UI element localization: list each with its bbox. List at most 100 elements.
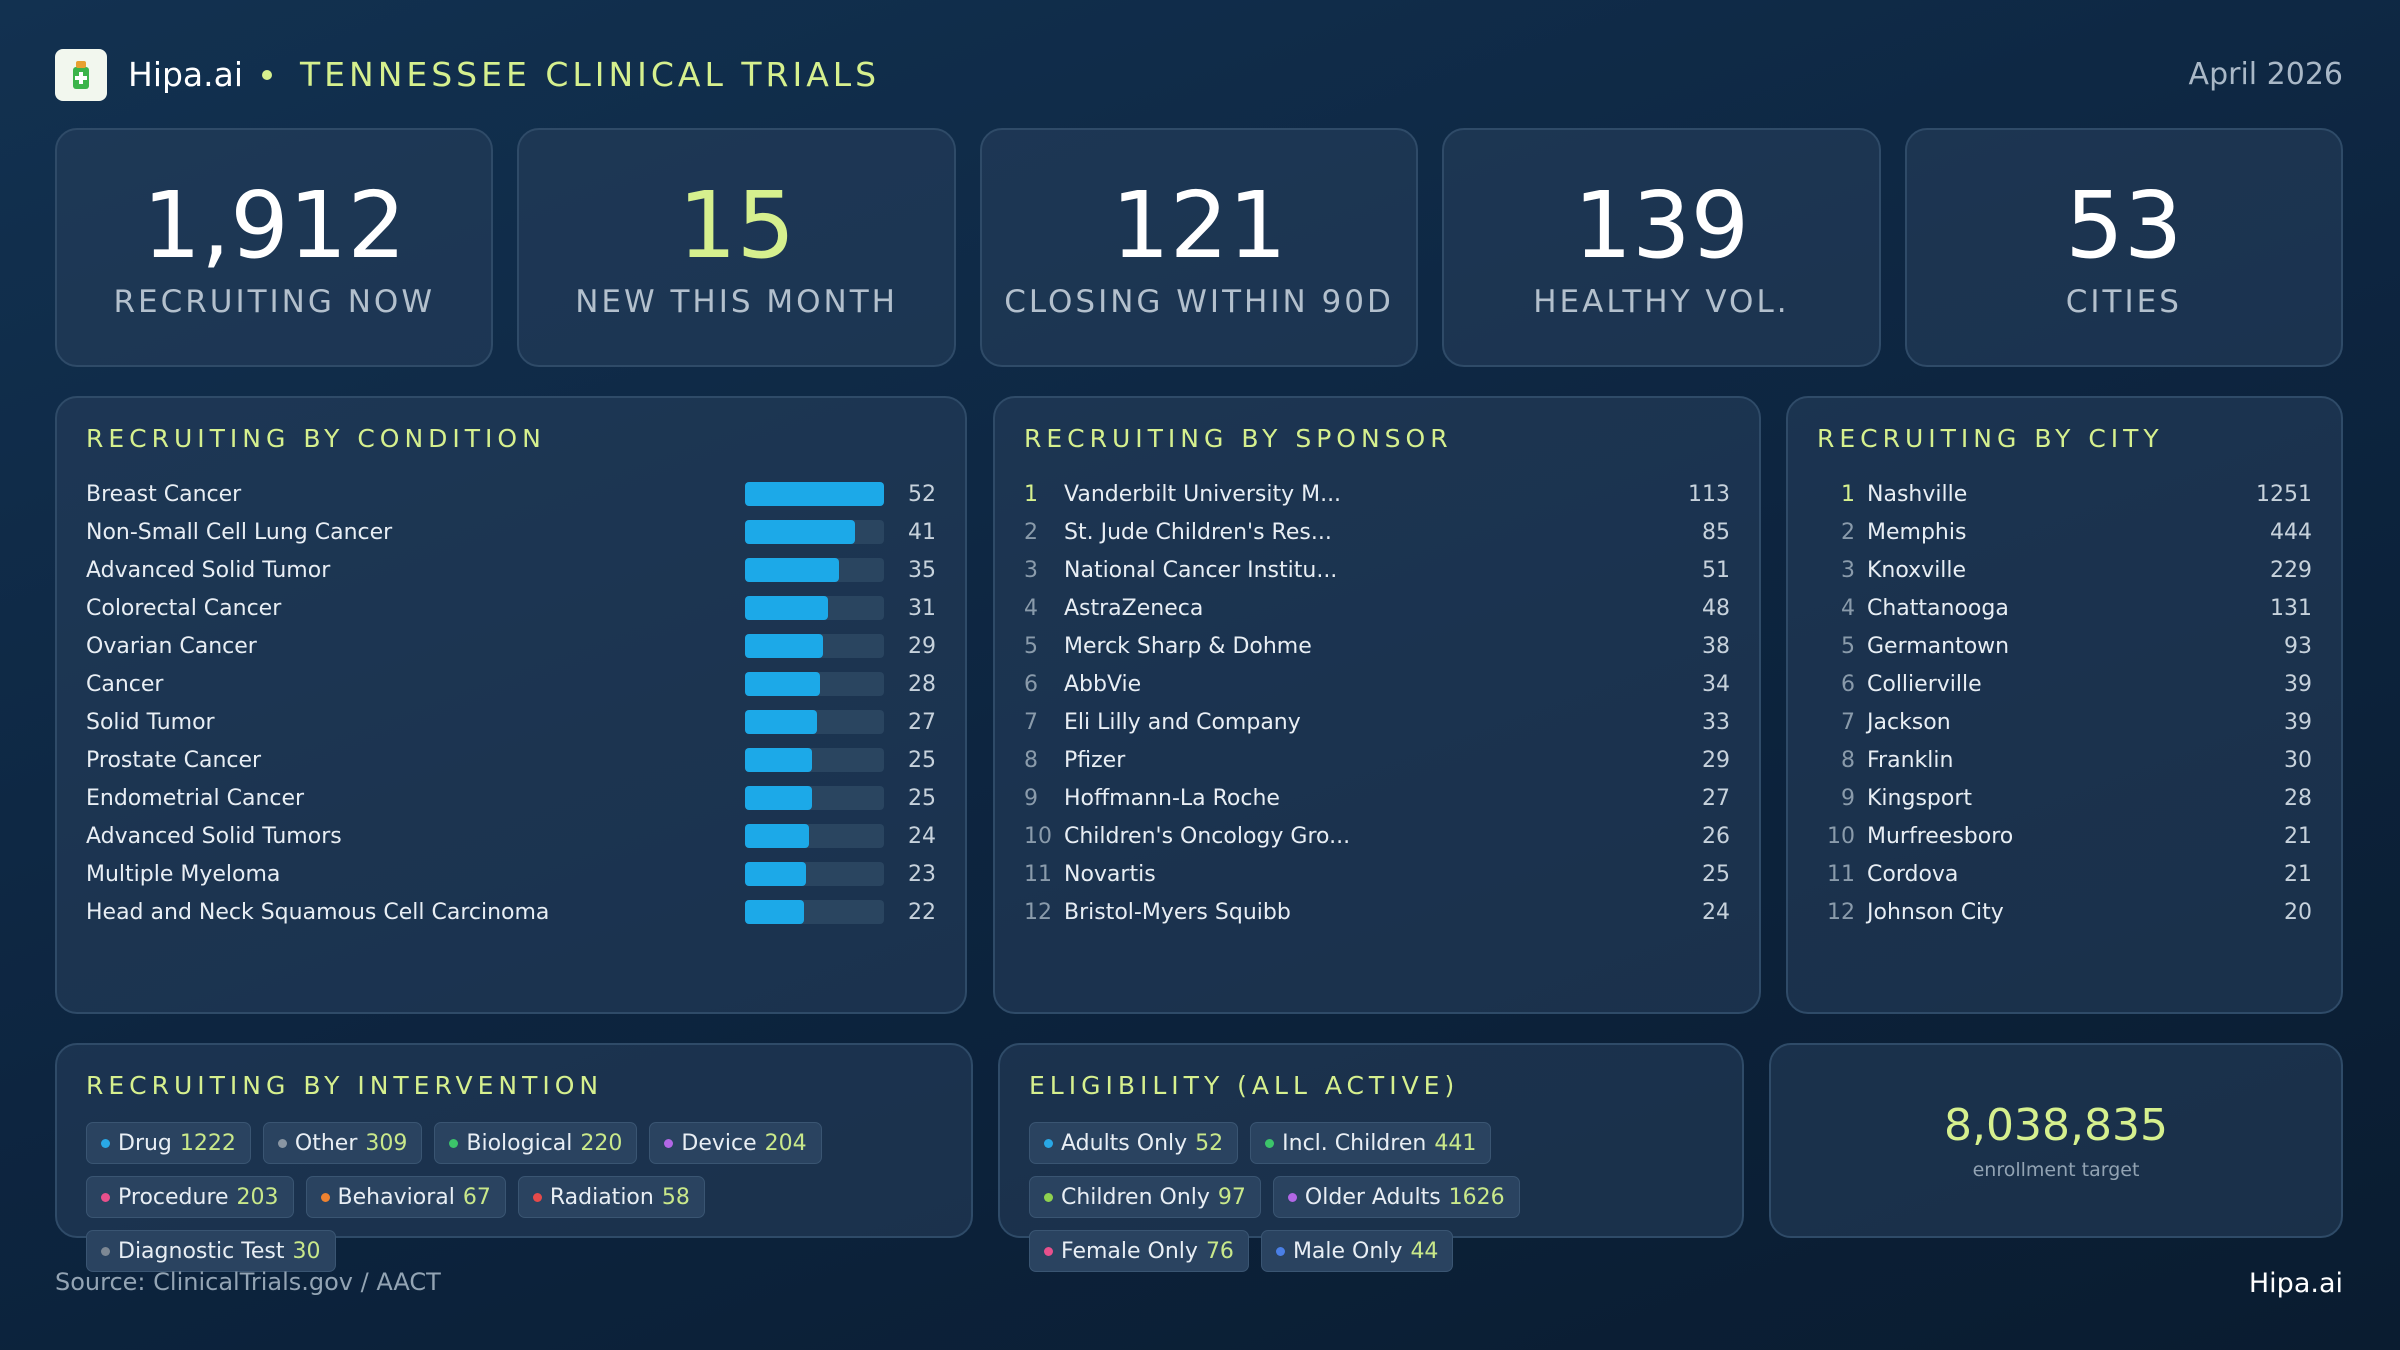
logo bbox=[55, 49, 107, 101]
kpi-value: 53 bbox=[2065, 171, 2183, 279]
name: Memphis bbox=[1867, 519, 1967, 545]
chip-name: Adults Only bbox=[1061, 1130, 1188, 1156]
intervention-panel: RECRUITING BY INTERVENTION Drug 1222 Other 3… bbox=[55, 1043, 973, 1272]
chip-name: Procedure bbox=[118, 1184, 229, 1210]
value: 20 bbox=[2284, 899, 2312, 925]
value: 229 bbox=[2270, 557, 2312, 583]
chip-name: Drug bbox=[118, 1130, 172, 1156]
list-row: 1 Nashville 1251 bbox=[1817, 475, 2312, 513]
chip: Incl. Children 441 bbox=[1250, 1122, 1492, 1164]
bar-track bbox=[745, 824, 884, 848]
condition-row: Multiple Myeloma 23 bbox=[86, 855, 936, 893]
value: 24 bbox=[1702, 899, 1730, 925]
condition-value: 25 bbox=[908, 747, 936, 773]
condition-name: Non-Small Cell Lung Cancer bbox=[86, 519, 393, 545]
panel-title: ELIGIBILITY (ALL ACTIVE) bbox=[1029, 1071, 1460, 1100]
value: 34 bbox=[1702, 671, 1730, 697]
name: Johnson City bbox=[1867, 899, 2004, 925]
name: Novartis bbox=[1064, 861, 1156, 887]
name: St. Jude Children's Res... bbox=[1064, 519, 1332, 545]
rank: 9 bbox=[1841, 785, 1855, 811]
name: Murfreesboro bbox=[1867, 823, 2014, 849]
rank: 4 bbox=[1024, 595, 1038, 621]
value: 51 bbox=[1702, 557, 1730, 583]
chip-name: Incl. Children bbox=[1282, 1130, 1427, 1156]
condition-value: 27 bbox=[908, 709, 936, 735]
rank: 2 bbox=[1024, 519, 1038, 545]
condition-name: Solid Tumor bbox=[86, 709, 215, 735]
row-list: Breast Cancer 52 Non-Small Cell Lung Cance… bbox=[86, 475, 936, 931]
name: Franklin bbox=[1867, 747, 1954, 773]
enrollment-label: enrollment target bbox=[1972, 1159, 2140, 1181]
page-title: TENNESSEE CLINICAL TRIALS bbox=[300, 55, 881, 94]
chip-count: 44 bbox=[1410, 1238, 1439, 1264]
list-row: 8 Franklin 30 bbox=[1817, 741, 2312, 779]
condition-value: 41 bbox=[908, 519, 936, 545]
chip-list: Adults Only 52 Incl. Children 441 Children O… bbox=[1029, 1122, 1713, 1272]
condition-value: 35 bbox=[908, 557, 936, 583]
chip-name: Other bbox=[294, 1130, 358, 1156]
value: 21 bbox=[2284, 823, 2312, 849]
rank: 5 bbox=[1024, 633, 1038, 659]
list-row: 4 Chattanooga 131 bbox=[1817, 589, 2312, 627]
chip-count: 309 bbox=[365, 1130, 408, 1156]
condition-row: Advanced Solid Tumor 35 bbox=[86, 551, 936, 589]
chip-dot bbox=[1287, 1192, 1297, 1202]
condition-panel: RECRUITING BY CONDITION Breast Cancer 52 No… bbox=[55, 396, 967, 1014]
condition-name: Colorectal Cancer bbox=[86, 595, 282, 621]
chip: Other 309 bbox=[262, 1122, 423, 1164]
value: 85 bbox=[1702, 519, 1730, 545]
source: Source: ClinicalTrials.gov / AACT bbox=[55, 1268, 441, 1296]
list-row: 6 AbbVie 34 bbox=[1024, 665, 1730, 703]
bar bbox=[745, 596, 828, 620]
rank: 2 bbox=[1841, 519, 1855, 545]
condition-row: Breast Cancer 52 bbox=[86, 475, 936, 513]
chip-count: 203 bbox=[236, 1184, 279, 1210]
name: Collierville bbox=[1867, 671, 1982, 697]
list-row: 7 Eli Lilly and Company 33 bbox=[1024, 703, 1730, 741]
rank: 11 bbox=[1024, 861, 1052, 887]
chip-name: Radiation bbox=[549, 1184, 654, 1210]
brand: Hipa.ai bbox=[128, 55, 244, 94]
chip: Older Adults 1626 bbox=[1272, 1176, 1520, 1218]
kpi-card: 121 CLOSING WITHIN 90D bbox=[979, 128, 1419, 367]
rank: 12 bbox=[1827, 899, 1855, 925]
condition-name: Advanced Solid Tumor bbox=[86, 557, 331, 583]
list-row: 2 St. Jude Children's Res... 85 bbox=[1024, 513, 1730, 551]
name: Jackson bbox=[1867, 709, 1951, 735]
rank: 6 bbox=[1841, 671, 1855, 697]
chip-dot bbox=[1044, 1246, 1053, 1256]
bar-track bbox=[745, 634, 884, 658]
bar-track bbox=[745, 596, 884, 620]
chip-dot bbox=[664, 1138, 674, 1148]
rank: 7 bbox=[1841, 709, 1855, 735]
value: 28 bbox=[2284, 785, 2312, 811]
panel-title: RECRUITING BY CITY bbox=[1817, 424, 2164, 453]
chip-dot bbox=[101, 1246, 110, 1256]
condition-name: Multiple Myeloma bbox=[86, 861, 281, 887]
bar-track bbox=[745, 672, 884, 696]
list-row: 3 Knoxville 229 bbox=[1817, 551, 2312, 589]
enrollment-value: 8,038,835 bbox=[1944, 1100, 2168, 1151]
rank: 3 bbox=[1841, 557, 1855, 583]
bar bbox=[745, 482, 884, 506]
name: National Cancer Institu... bbox=[1064, 557, 1338, 583]
chip: Radiation 58 bbox=[517, 1176, 705, 1218]
value: 21 bbox=[2284, 861, 2312, 887]
chip-count: 441 bbox=[1434, 1130, 1477, 1156]
condition-row: Head and Neck Squamous Cell Carcinoma 22 bbox=[86, 893, 936, 931]
bar-track bbox=[745, 900, 884, 924]
list-row: 12 Bristol-Myers Squibb 24 bbox=[1024, 893, 1730, 931]
chip-dot bbox=[449, 1138, 459, 1148]
eligibility-panel: ELIGIBILITY (ALL ACTIVE) Adults Only 52 Inc… bbox=[998, 1043, 1744, 1272]
condition-value: 31 bbox=[908, 595, 936, 621]
name: Kingsport bbox=[1867, 785, 1973, 811]
condition-row: Solid Tumor 27 bbox=[86, 703, 936, 741]
name: Cordova bbox=[1867, 861, 1959, 887]
value: 444 bbox=[2270, 519, 2312, 545]
chip-dot bbox=[1044, 1192, 1053, 1202]
chip-count: 58 bbox=[661, 1184, 690, 1210]
condition-name: Head and Neck Squamous Cell Carcinoma bbox=[86, 899, 550, 925]
name: Hoffmann-La Roche bbox=[1064, 785, 1280, 811]
bar-track bbox=[745, 482, 884, 506]
